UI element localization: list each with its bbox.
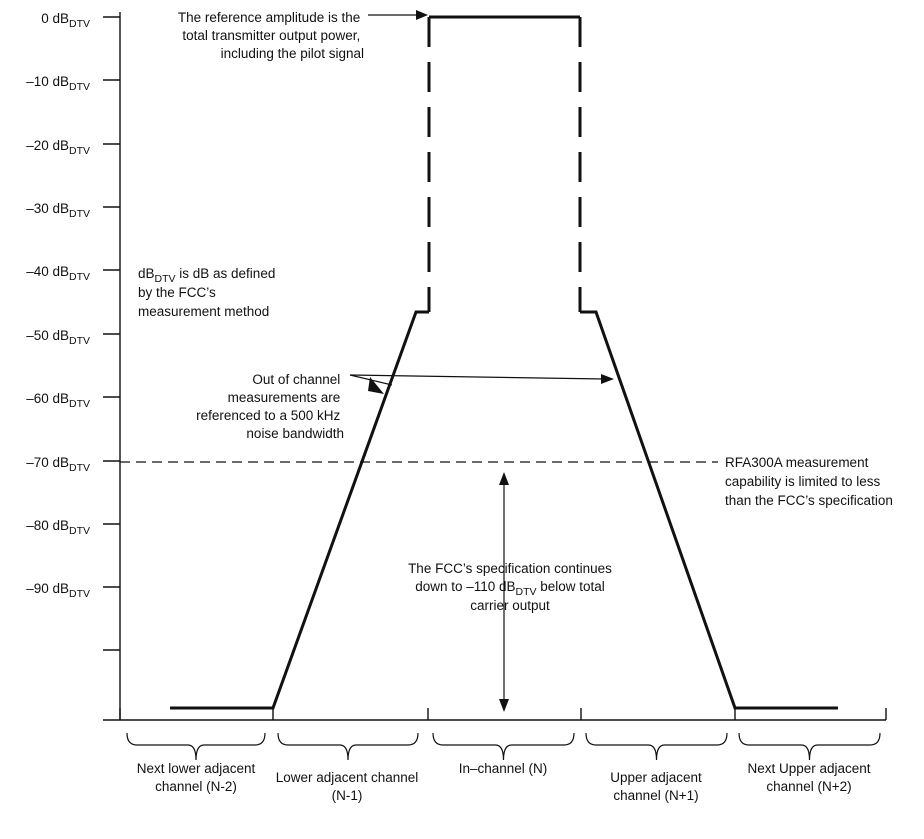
channel-label: Upper adjacent channel (N+1) — [610, 770, 702, 803]
reference-arrowhead — [416, 10, 428, 20]
channel-brace — [738, 732, 881, 761]
fcc-spec-arrowhead-down — [499, 699, 509, 712]
dbdtv-definition-note: dBDTV is dB as defined by the FCC’s meas… — [138, 266, 279, 319]
y-axis-label: –30 dBDTV — [26, 201, 90, 220]
y-axis-label: –40 dBDTV — [26, 264, 90, 283]
rfa300a-note: RFA300A measurement capability is limite… — [725, 455, 893, 508]
fcc-spec-note-line2: down to –110 dBDTV below total — [415, 579, 605, 598]
spectrum-mask-right — [580, 310, 838, 710]
y-axis-label: –60 dBDTV — [26, 391, 90, 410]
channel-label: Next Upper adjacent channel (N+2) — [747, 761, 870, 794]
y-axis-label: 0 dBDTV — [41, 11, 90, 30]
y-axis-label: –10 dBDTV — [26, 74, 90, 93]
out-of-channel-arrowhead-left — [368, 377, 384, 394]
fcc-spec-note: The FCC’s specification continues — [408, 561, 612, 576]
y-axis-ticks — [103, 16, 120, 651]
out-of-channel-arrow-right — [349, 374, 606, 380]
y-axis-label: –20 dBDTV — [26, 138, 90, 157]
channel-label: Lower adjacent channel (N-1) — [276, 770, 419, 803]
channel-labels: Next lower adjacent channel (N-2) Lower ad… — [137, 761, 871, 803]
y-axis-label: –50 dBDTV — [26, 328, 90, 347]
channel-brace — [585, 732, 728, 761]
spectrum-mask-left — [170, 310, 429, 710]
channel-label: Next lower adjacent channel (N-2) — [137, 761, 256, 794]
y-axis-label: –80 dBDTV — [26, 518, 90, 537]
x-axis-ticks — [119, 708, 887, 720]
fcc-spec-note-line3: carrier output — [470, 598, 550, 613]
channel-brace — [277, 732, 419, 761]
y-axis-label: –90 dBDTV — [26, 581, 90, 600]
channel-brace — [126, 732, 266, 761]
out-of-channel-note: Out of channel measurements are referenc… — [196, 372, 344, 441]
y-axis-label: –70 dBDTV — [26, 455, 90, 474]
reference-note: The reference amplitude is the total tra… — [178, 10, 364, 61]
channel-braces — [126, 732, 881, 761]
fcc-spec-arrowhead-up — [499, 472, 509, 485]
channel-brace — [432, 732, 575, 761]
channel-label: In–channel (N) — [459, 761, 548, 776]
y-axis-labels: 0 dBDTV –10 dBDTV –20 dBDTV –30 dBDTV –40 dB… — [26, 11, 90, 600]
out-of-channel-arrowhead-right — [601, 374, 614, 384]
